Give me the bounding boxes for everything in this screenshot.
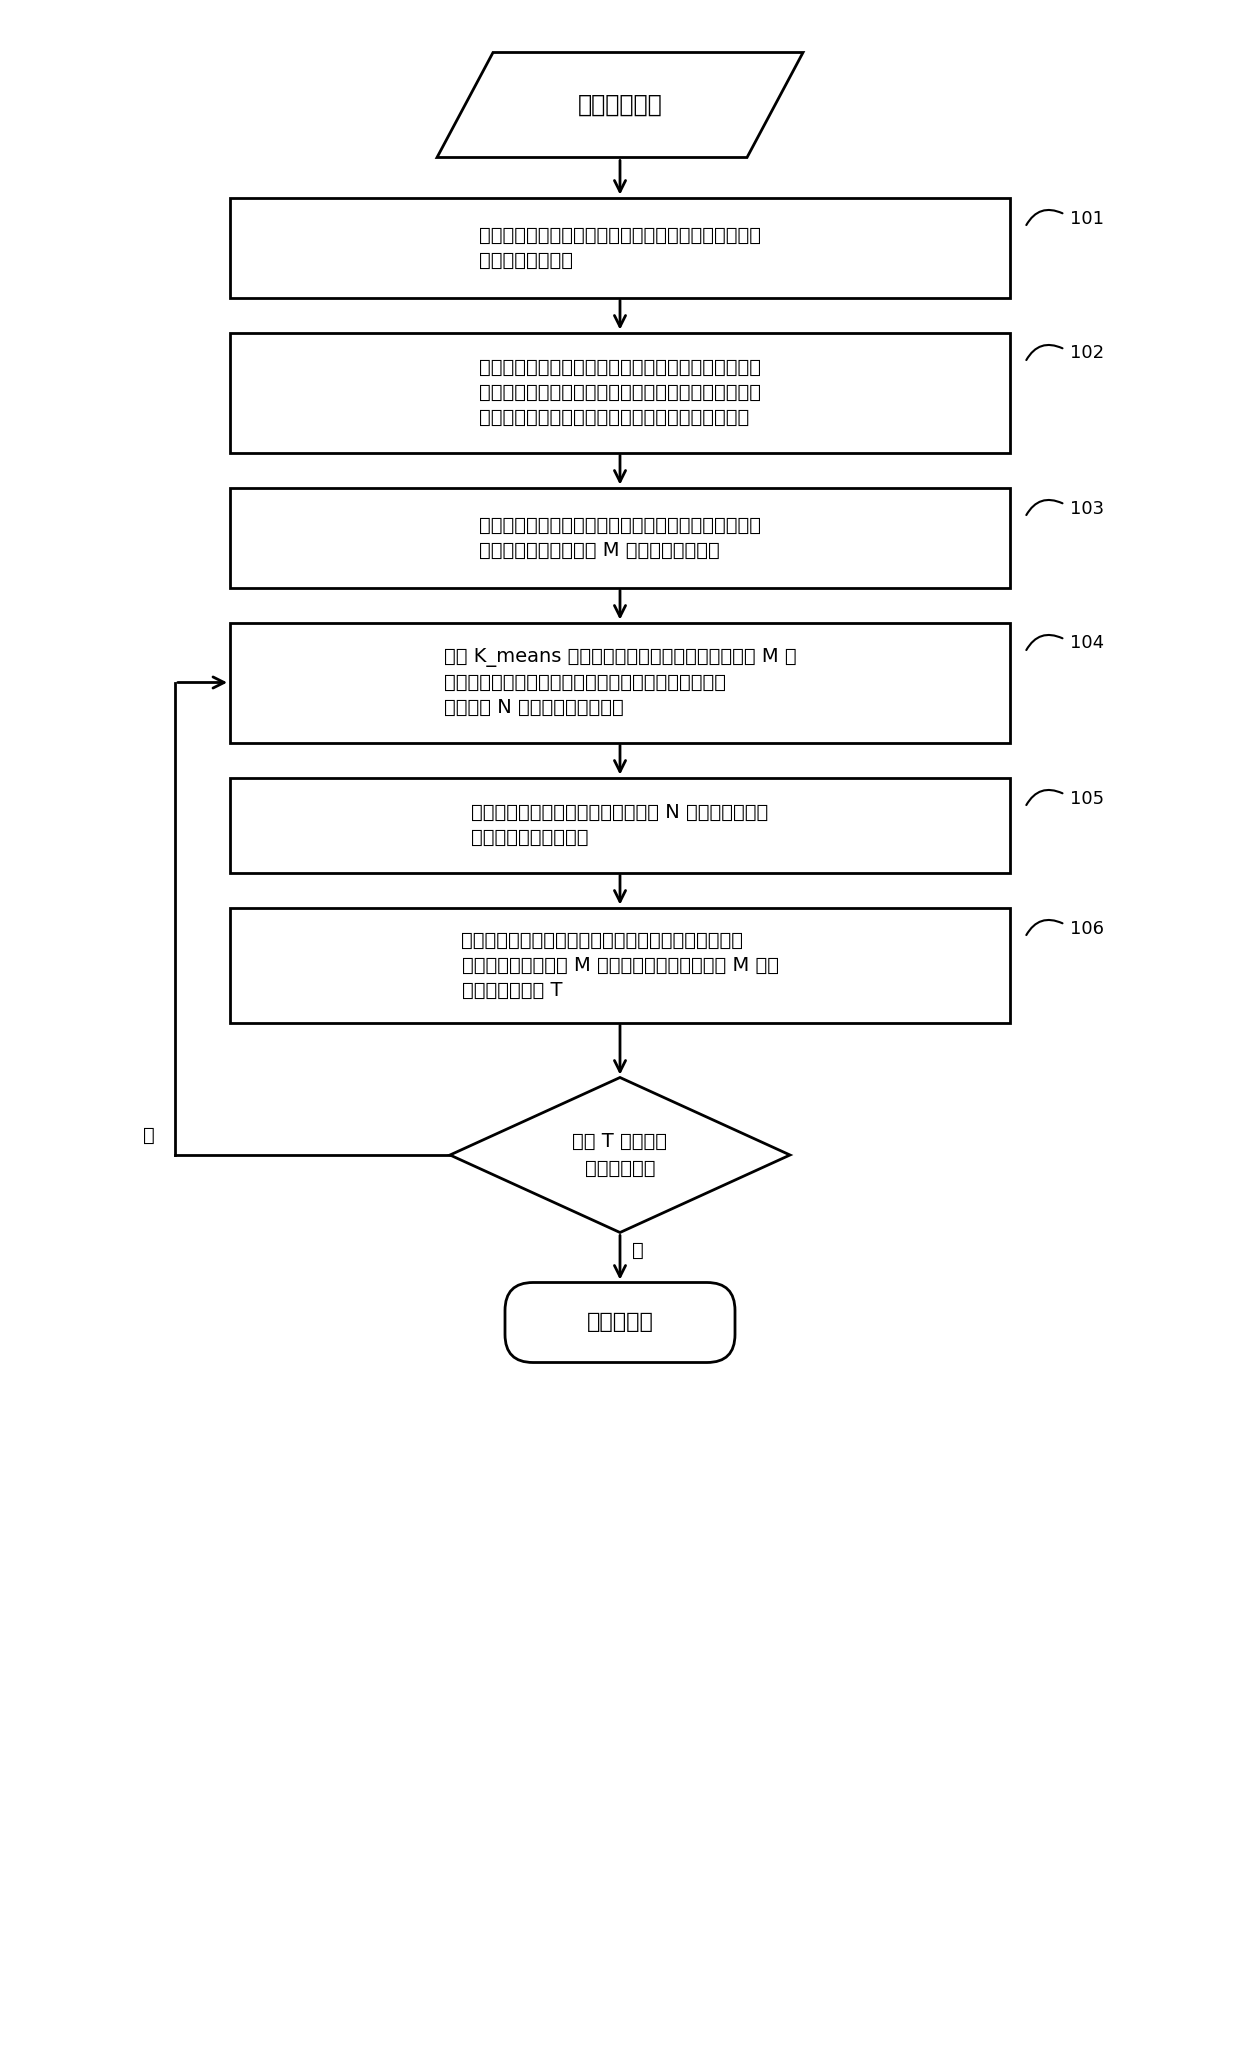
FancyBboxPatch shape [505, 1282, 735, 1362]
Text: 104: 104 [1070, 634, 1104, 652]
FancyBboxPatch shape [229, 333, 1011, 453]
Text: 是: 是 [632, 1240, 644, 1259]
Polygon shape [436, 53, 804, 158]
Text: 102: 102 [1070, 344, 1104, 362]
Text: 103: 103 [1070, 500, 1104, 518]
FancyBboxPatch shape [229, 197, 1011, 298]
FancyBboxPatch shape [229, 488, 1011, 588]
Text: 根据 K_means 算法计算训练集的中心点，分别计算 M 个
最不确定样本与中心点的欧式距离之和，根据距离大小
顺序选择 N 个样本点，进行标注: 根据 K_means 算法计算训练集的中心点，分别计算 M 个 最不确定样本与中… [444, 648, 796, 718]
Text: 106: 106 [1070, 919, 1104, 938]
Text: 更新未标注数据样本，将已标注过的 N 个样本加入到训
练集中，更新分类模型: 更新未标注数据样本，将已标注过的 N 个样本加入到训 练集中，更新分类模型 [471, 802, 769, 847]
Text: 未标注数据集: 未标注数据集 [578, 93, 662, 117]
Text: 101: 101 [1070, 210, 1104, 228]
Text: 计算训练集中的正负类样本的数量比例，将正类样本的
比例作为训练负样本的权重，将负类样本的比例作为训
练正样本的权重。选用合适的机器学习模型进行训练: 计算训练集中的正负类样本的数量比例，将正类样本的 比例作为训练负样本的权重，将负… [479, 358, 761, 428]
Text: 最终分类器: 最终分类器 [587, 1312, 653, 1333]
Text: 否: 否 [144, 1125, 155, 1146]
FancyBboxPatch shape [229, 907, 1011, 1022]
FancyBboxPatch shape [229, 778, 1011, 872]
Text: 判断 T 是否小于
不确定度阈値: 判断 T 是否小于 不确定度阈値 [573, 1131, 667, 1179]
Polygon shape [450, 1078, 790, 1232]
Text: 根据训练好的分类器对未标注数据样本进行预测，按不
确定度大小顺序，选取 M 个最不确定的样本: 根据训练好的分类器对未标注数据样本进行预测，按不 确定度大小顺序，选取 M 个最… [479, 516, 761, 560]
Text: 105: 105 [1070, 790, 1104, 808]
Text: 根据训练好的分类器对未标注数据集进行预测，按不确
定度大小顺序，选取 M 个最不确定的样本，计算 M 个不
确定度的平均値 T: 根据训练好的分类器对未标注数据集进行预测，按不确 定度大小顺序，选取 M 个最不… [461, 930, 779, 1000]
FancyBboxPatch shape [229, 623, 1011, 743]
Text: 选择一定数量的未标注样本，进行标注。将标记好的数
据加入到训练集中: 选择一定数量的未标注样本，进行标注。将标记好的数 据加入到训练集中 [479, 226, 761, 269]
